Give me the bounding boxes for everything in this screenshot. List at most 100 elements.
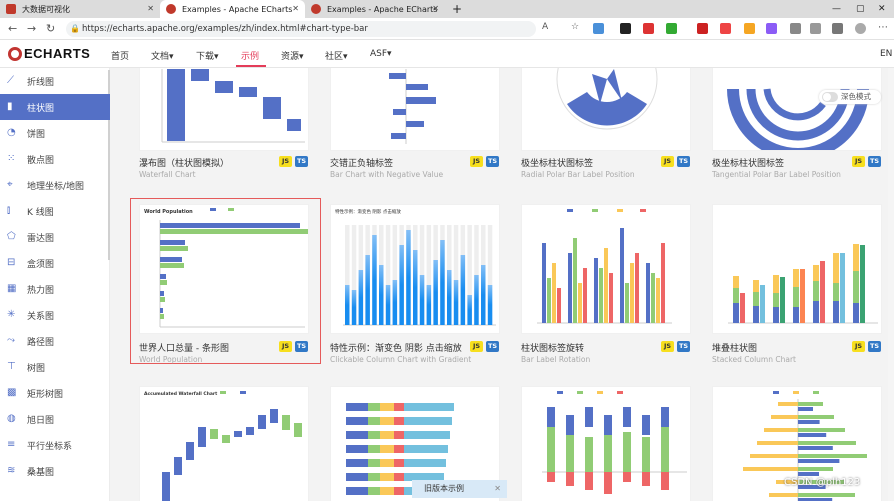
sidebar-item-13[interactable]: ◍ 旭日图 [0, 406, 110, 432]
nav-asf[interactable]: ASF▾ [370, 49, 392, 59]
accumulated-waterfall-thumbnail[interactable]: Accumulated Waterfall Chart [139, 386, 309, 501]
read-aloud-icon[interactable]: A [542, 22, 549, 32]
extensions-icon[interactable] [790, 23, 801, 34]
dark-mode-toggle[interactable]: 深色模式 [819, 90, 881, 104]
tornado-thumbnail-chart [743, 391, 867, 501]
ts-badge[interactable]: TS [868, 156, 881, 167]
radial-polar-thumbnail[interactable] [521, 68, 691, 151]
extension-icon[interactable] [620, 23, 631, 34]
close-tab-icon[interactable]: ✕ [147, 4, 154, 13]
sidebar-scrollbar[interactable] [108, 70, 110, 260]
thumb-bar [793, 307, 799, 323]
sidebar-item-12[interactable]: ▩ 矩形树图 [0, 380, 110, 406]
sidebar-item-1[interactable]: ▮ 柱状图 [0, 94, 110, 120]
ts-badge[interactable]: TS [868, 341, 881, 352]
sidebar-item-11[interactable]: ⊤ 树图 [0, 354, 110, 380]
js-badge[interactable]: JS [470, 156, 483, 167]
card-title[interactable]: 堆叠柱状图 [712, 344, 758, 354]
sidebar-item-9[interactable]: ✳ 关系图 [0, 302, 110, 328]
negative-bar-thumbnail[interactable] [330, 68, 500, 151]
card-title[interactable]: 柱状图标签旋转 [521, 344, 585, 354]
collections-icon[interactable] [832, 23, 843, 34]
forward-icon[interactable]: → [27, 22, 37, 35]
js-badge[interactable]: JS [661, 156, 674, 167]
extension-icon[interactable] [697, 23, 708, 34]
card-title[interactable]: 世界人口总量 - 条形图 [139, 344, 229, 354]
gradient-bar-thumbnail[interactable]: 特性示例：渐变色 阴影 点击缩放 [330, 204, 500, 334]
js-badge[interactable]: JS [852, 156, 865, 167]
sidebar-item-4[interactable]: ⌖ 地理坐标/地图 [0, 172, 110, 198]
world-population-thumbnail[interactable]: World Population [139, 204, 309, 334]
thumb-bar [392, 280, 398, 325]
card-title[interactable]: 交错正负轴标签 [330, 159, 394, 169]
minimize-icon[interactable]: — [832, 4, 841, 14]
refresh-icon[interactable]: ↻ [46, 22, 56, 35]
more-menu-icon[interactable]: ⋯ [878, 22, 888, 33]
extension-icon[interactable] [744, 23, 755, 34]
browser-tab-2[interactable]: Examples - Apache ECharts ✕ [160, 0, 305, 18]
card-title[interactable]: 瀑布图（柱状图模拟） [139, 159, 230, 169]
tangential-polar-thumbnail[interactable] [712, 68, 882, 151]
sidebar-item-15[interactable]: ≋ 桑基图 [0, 458, 110, 484]
sidebar-item-5[interactable]: ⫾ K 线图 [0, 198, 110, 224]
favorite-icon[interactable]: ☆ [571, 22, 580, 32]
nav-resources[interactable]: 资源▾ [281, 52, 304, 62]
nav-download[interactable]: 下载▾ [196, 52, 219, 62]
extension-icon[interactable] [766, 23, 777, 34]
negative-stacked-thumbnail[interactable] [521, 386, 691, 501]
new-tab-button[interactable]: + [452, 2, 463, 16]
sidebar-item-3[interactable]: ⁙ 散点图 [0, 146, 110, 172]
url-input[interactable]: 🔒 https://echarts.apache.org/examples/zh… [66, 21, 536, 37]
sidebar-item-8[interactable]: ▦ 热力图 [0, 276, 110, 302]
thumb-bar [345, 285, 350, 325]
browser-tab-3[interactable]: Examples - Apache ECharts ✕ [305, 0, 445, 18]
extension-icon[interactable] [643, 23, 654, 34]
nav-language[interactable]: EN [880, 49, 893, 59]
thumb-bar [380, 459, 394, 467]
extension-icon[interactable] [720, 23, 731, 34]
browser-tab-1[interactable]: 大数据可视化 ✕ [0, 0, 160, 18]
window-close-icon[interactable]: ✕ [878, 4, 886, 14]
extension-icon[interactable] [666, 23, 677, 34]
js-badge[interactable]: JS [470, 341, 483, 352]
echarts-logo[interactable]: ECHARTS [8, 46, 90, 61]
sidebar-item-14[interactable]: ≡ 平行坐标系 [0, 432, 110, 458]
card-title[interactable]: 极坐标柱状图标签 [712, 159, 785, 169]
back-icon[interactable]: ← [8, 22, 18, 35]
nav-community[interactable]: 社区▾ [325, 52, 348, 62]
nav-docs[interactable]: 文档▾ [151, 52, 174, 62]
ts-badge[interactable]: TS [677, 156, 690, 167]
js-badge[interactable]: JS [852, 341, 865, 352]
close-tab-icon[interactable]: ✕ [292, 4, 299, 13]
sidebar-item-10[interactable]: ⤳ 路径图 [0, 328, 110, 354]
sidebar-item-2[interactable]: ◔ 饼图 [0, 120, 110, 146]
ts-badge[interactable]: TS [486, 341, 499, 352]
profile-avatar[interactable] [855, 23, 866, 34]
tornado-thumbnail[interactable] [712, 386, 882, 501]
waterfall-thumbnail[interactable] [139, 68, 309, 151]
stacked-horizontal-thumbnail[interactable] [330, 386, 500, 501]
label-rotation-thumbnail[interactable] [521, 204, 691, 334]
close-tab-icon[interactable]: ✕ [432, 4, 439, 13]
maximize-icon[interactable]: ▢ [856, 4, 865, 14]
sidebar-item-0[interactable]: ⟋ 折线图 [0, 68, 110, 94]
card-title[interactable]: 极坐标柱状图标签 [521, 159, 594, 169]
sidebar-item-6[interactable]: ⬠ 雷达图 [0, 224, 110, 250]
stacked-column-thumbnail[interactable] [712, 204, 882, 334]
ts-badge[interactable]: TS [295, 341, 308, 352]
ts-badge[interactable]: TS [295, 156, 308, 167]
close-banner-icon[interactable]: ✕ [494, 484, 501, 493]
old-version-banner[interactable]: 旧版本示例 ✕ [412, 480, 507, 498]
js-badge[interactable]: JS [279, 156, 292, 167]
sidebar-item-7[interactable]: ⊟ 盒须图 [0, 250, 110, 276]
extension-icon[interactable] [593, 23, 604, 34]
favorites-bar-icon[interactable] [810, 23, 821, 34]
js-badge[interactable]: JS [279, 341, 292, 352]
ts-badge[interactable]: TS [677, 341, 690, 352]
card-title[interactable]: 特性示例：渐变色 阴影 点击缩放 [330, 344, 462, 354]
nav-examples[interactable]: 示例 [241, 52, 260, 62]
page-scrollbar[interactable] [888, 68, 894, 501]
js-badge[interactable]: JS [661, 341, 674, 352]
ts-badge[interactable]: TS [486, 156, 499, 167]
nav-home[interactable]: 首页 [111, 52, 130, 62]
